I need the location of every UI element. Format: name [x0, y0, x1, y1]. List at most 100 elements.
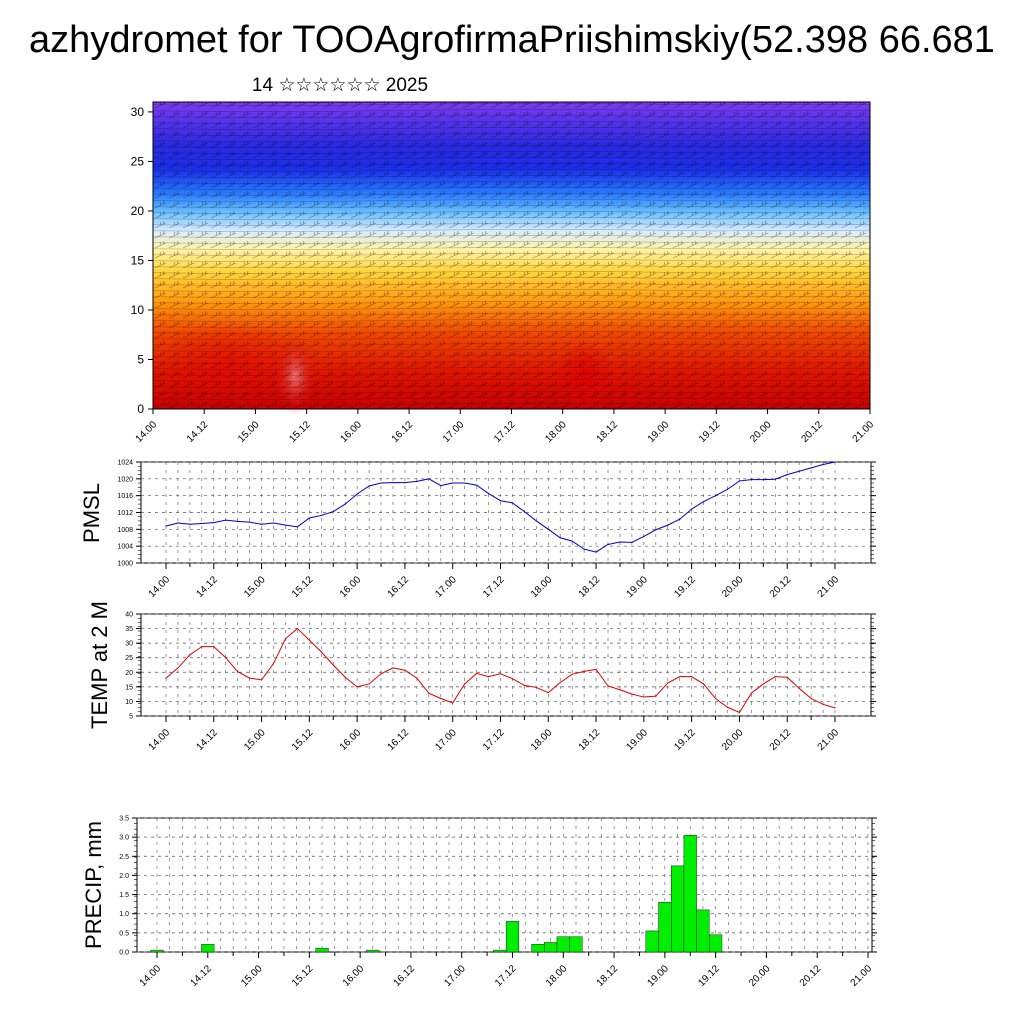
data-point — [786, 474, 788, 476]
data-point — [464, 683, 466, 685]
data-point — [511, 502, 514, 504]
data-point — [798, 470, 800, 472]
data-point — [213, 522, 215, 524]
data-point — [583, 548, 585, 550]
data-point — [225, 657, 227, 659]
data-point — [667, 682, 669, 684]
x-tick-label: 21.00 — [816, 727, 842, 753]
x-tick-label: 15.12 — [287, 419, 313, 445]
data-point — [523, 511, 525, 513]
x-tick-label: 16.00 — [339, 419, 365, 445]
x-tick-label: 18.00 — [543, 419, 569, 445]
data-point — [547, 692, 549, 694]
x-tick-label: 18.12 — [577, 574, 603, 600]
x-tick-label: 16.00 — [341, 963, 367, 989]
data-point — [476, 484, 478, 486]
data-point — [679, 676, 681, 678]
y-tick-label: 25 — [131, 154, 145, 168]
x-tick-label: 15.12 — [290, 727, 316, 753]
x-tick-label: 21.00 — [849, 963, 875, 989]
y-tick-label: 1024 — [117, 460, 133, 467]
data-point — [774, 478, 776, 480]
x-tick-label: 14.00 — [138, 963, 164, 989]
data-point — [595, 551, 597, 553]
y-tick-label: 20 — [131, 204, 145, 218]
precip-bar — [556, 936, 570, 953]
x-tick-label: 20.12 — [798, 963, 824, 989]
data-point — [284, 524, 287, 526]
precip-bar — [315, 947, 329, 953]
x-tick-label: 14.00 — [134, 419, 160, 445]
data-point — [750, 479, 752, 481]
data-point — [368, 485, 370, 487]
data-point — [834, 707, 836, 709]
pmsl-axis-title: PMSL — [79, 483, 104, 543]
x-tick-label: 17.00 — [433, 727, 459, 753]
data-point — [834, 461, 836, 463]
data-point — [774, 676, 776, 678]
y-tick-label: 2.5 — [119, 854, 129, 861]
precip-bar — [569, 936, 583, 953]
data-point — [738, 711, 741, 714]
precip-bar — [366, 949, 380, 953]
y-tick-label: 10 — [131, 303, 145, 317]
data-point — [440, 697, 442, 700]
x-tick-label: 17.00 — [433, 574, 459, 600]
y-tick-label: 10 — [125, 699, 133, 706]
x-tick-label: 17.12 — [492, 419, 518, 445]
data-point — [487, 676, 490, 678]
precip-bar — [696, 909, 710, 953]
precip-bar — [683, 835, 697, 953]
data-point — [213, 646, 215, 648]
x-tick-label: 15.00 — [242, 574, 268, 600]
data-point — [499, 673, 502, 675]
data-point — [822, 703, 824, 705]
data-point — [464, 482, 466, 484]
x-tick-label: 18.00 — [529, 574, 555, 600]
data-point — [762, 683, 764, 685]
y-tick-label: 20 — [125, 670, 133, 677]
x-tick-label: 14.12 — [194, 727, 220, 753]
data-point — [559, 681, 561, 684]
data-point — [702, 683, 705, 685]
data-point — [249, 677, 251, 679]
data-point — [511, 678, 514, 680]
x-tick-label: 14.12 — [188, 963, 214, 989]
data-point — [356, 493, 358, 495]
data-point — [320, 651, 322, 653]
data-point — [655, 529, 657, 531]
precip-bar — [658, 902, 672, 953]
x-tick-label: 18.12 — [577, 727, 603, 753]
data-point — [476, 672, 478, 675]
x-tick-label: 16.00 — [338, 574, 364, 600]
y-tick-label: 40 — [125, 612, 133, 619]
data-point — [201, 522, 203, 525]
data-point — [619, 541, 621, 543]
data-point — [619, 689, 621, 691]
data-point — [750, 692, 752, 694]
data-point — [344, 503, 346, 505]
data-point — [189, 523, 191, 525]
y-tick-label: 0 — [137, 402, 144, 416]
x-tick-label: 16.12 — [390, 419, 416, 445]
data-point — [691, 676, 693, 678]
data-point — [535, 686, 537, 689]
data-point — [643, 535, 645, 538]
data-point — [679, 518, 681, 520]
main-title: azhydromet for TOOAgrofirmaPriishimskiy(… — [29, 19, 995, 61]
data-point — [177, 522, 179, 524]
data-point — [392, 482, 394, 484]
data-point — [762, 479, 764, 481]
x-tick-label: 19.00 — [646, 419, 672, 445]
y-tick-label: 25 — [125, 655, 133, 662]
chart-subtitle: 14 ☆☆☆☆☆☆ 2025 — [252, 75, 428, 96]
data-point — [416, 677, 418, 679]
y-tick-label: 3.0 — [119, 835, 129, 842]
data-point — [165, 525, 167, 527]
data-point — [726, 488, 729, 490]
data-point — [189, 654, 191, 656]
x-tick-label: 15.00 — [239, 963, 265, 989]
y-tick-label: 15 — [131, 253, 145, 267]
data-point — [571, 540, 573, 542]
data-point — [798, 687, 800, 689]
